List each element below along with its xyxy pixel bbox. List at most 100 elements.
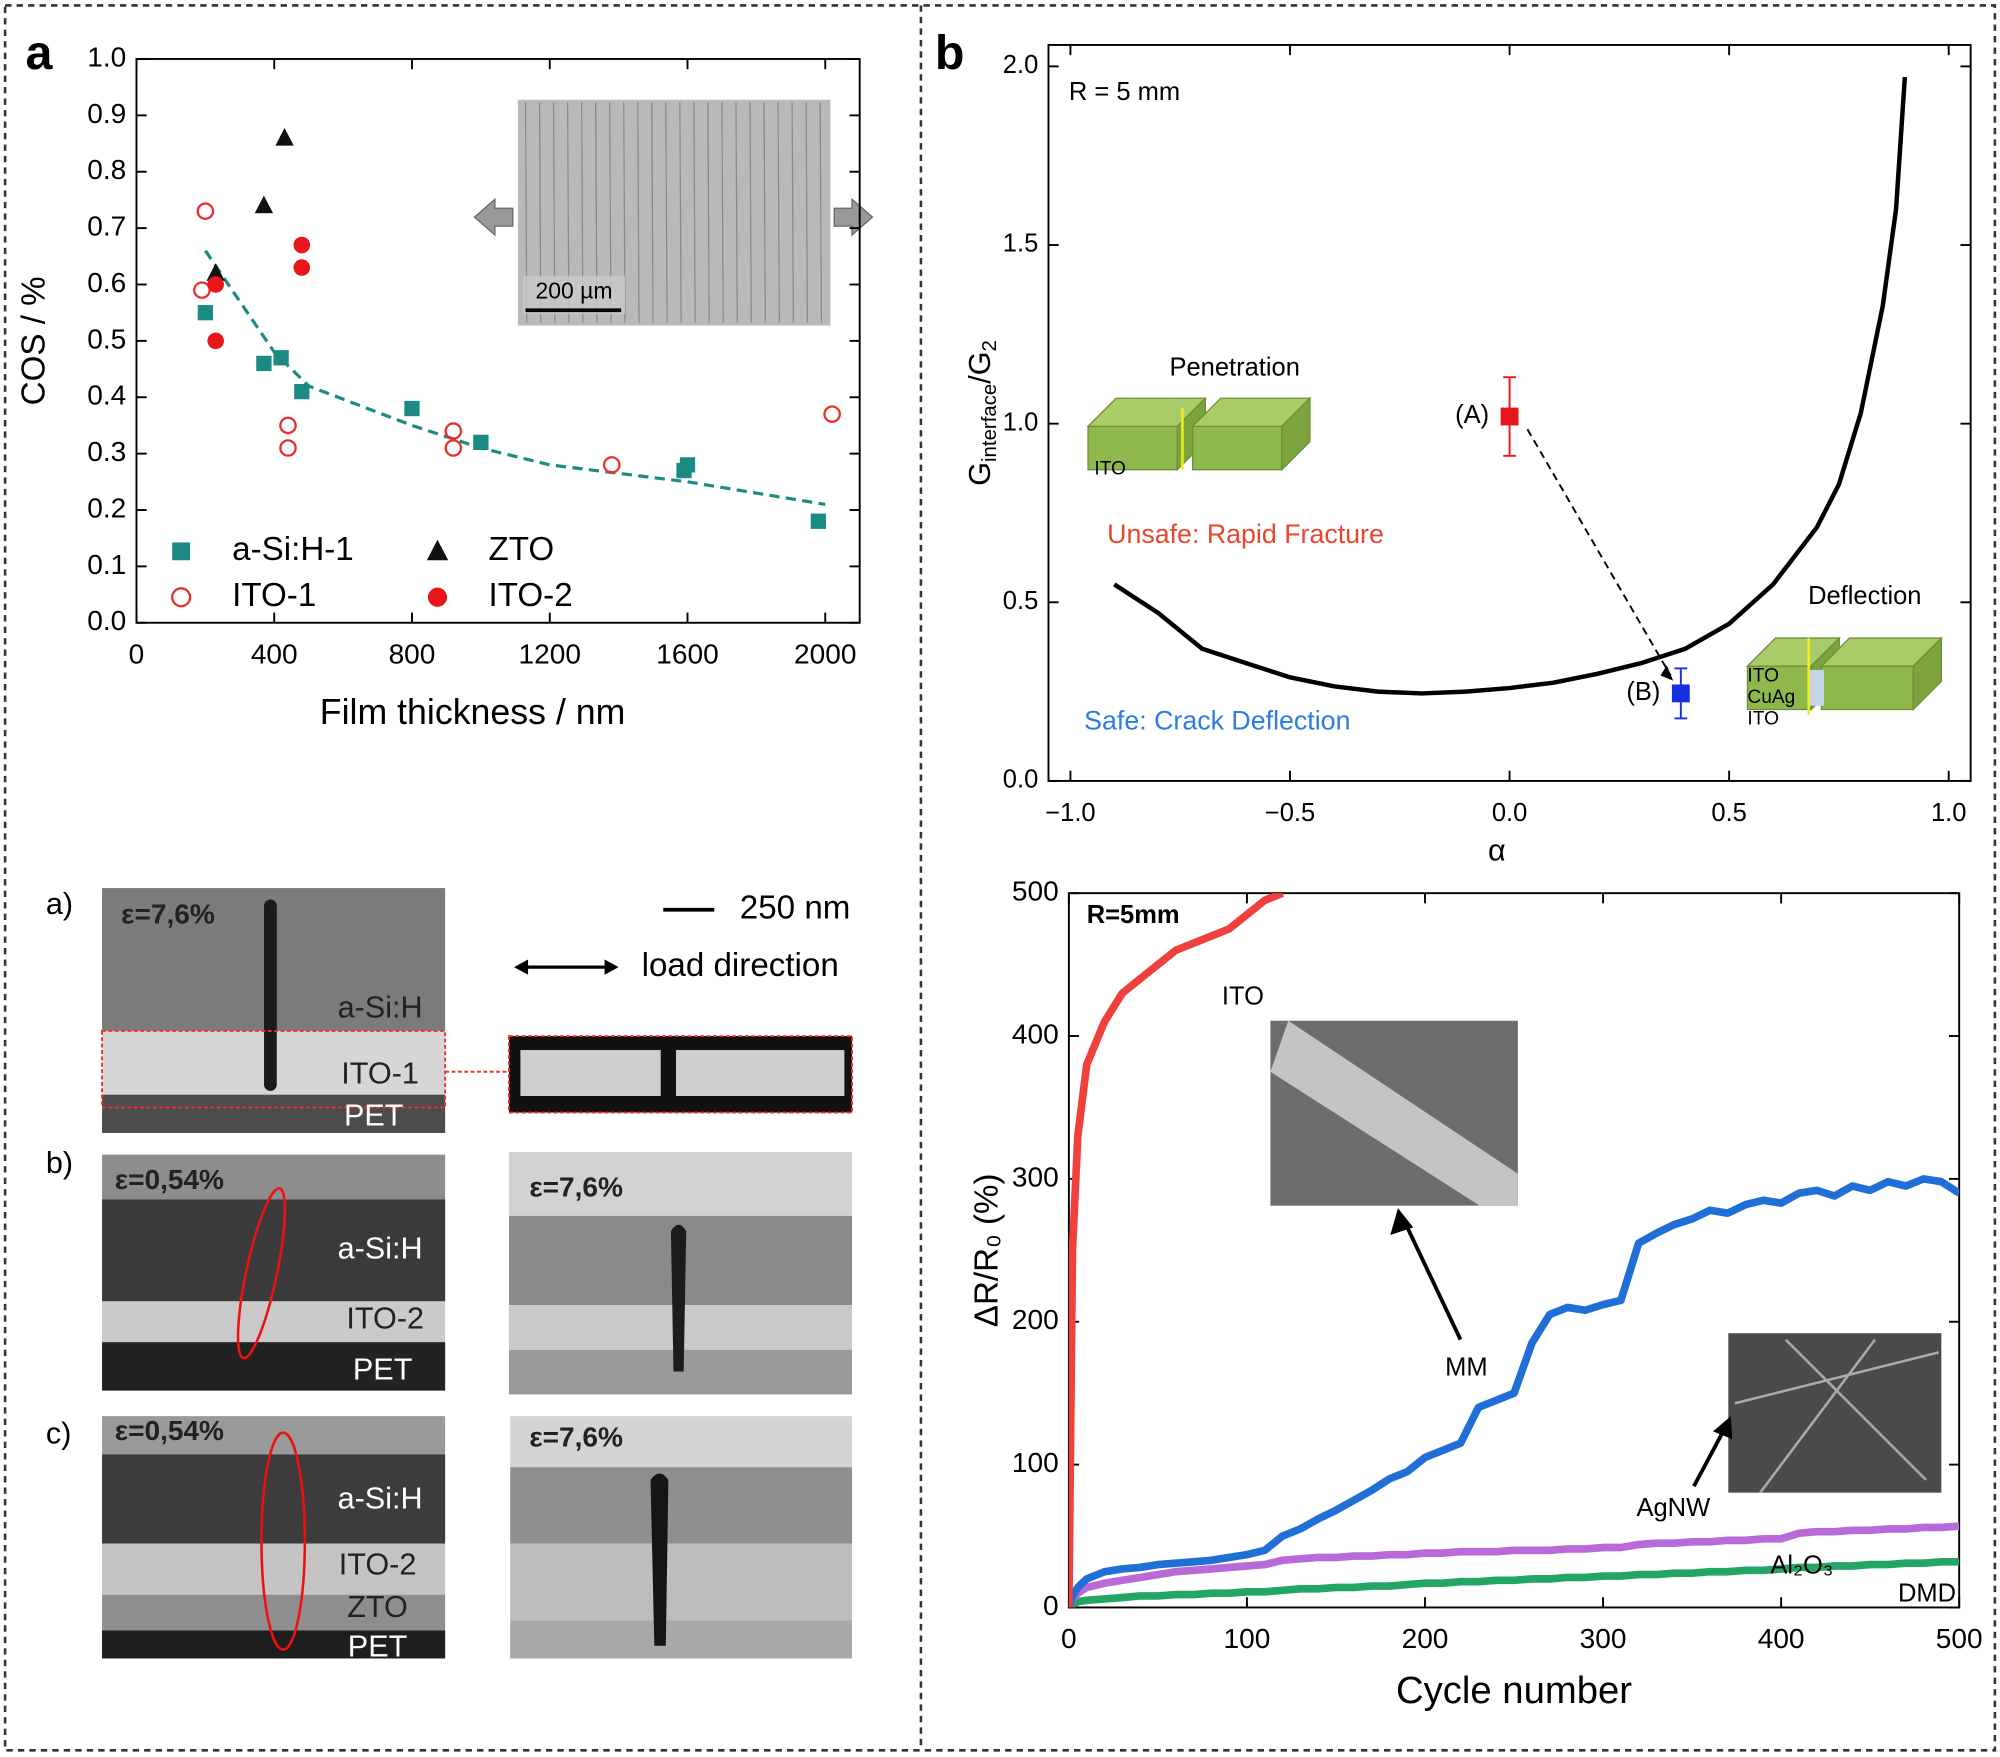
x-tick-label: 200 bbox=[1402, 1623, 1449, 1654]
row-label: c) bbox=[46, 1416, 72, 1450]
sem-layer bbox=[676, 1050, 845, 1096]
y-tick-label: 0.1 bbox=[87, 549, 126, 580]
marker bbox=[404, 400, 420, 417]
inset-stripe bbox=[693, 102, 696, 324]
y-tick-label: 0.7 bbox=[87, 211, 126, 242]
legend-marker bbox=[172, 542, 191, 561]
layer-label: a-Si:H bbox=[338, 1231, 423, 1265]
pointer bbox=[1401, 1217, 1463, 1341]
x-tick-label: 1200 bbox=[519, 638, 581, 669]
x-tick-label: −1.0 bbox=[1045, 799, 1095, 827]
sem-layer bbox=[510, 1620, 853, 1659]
y-tick-label: 0 bbox=[1043, 1590, 1059, 1621]
legend-label: ITO-2 bbox=[489, 577, 573, 614]
x-tick-label: 800 bbox=[389, 638, 436, 669]
arrow-head bbox=[1660, 665, 1674, 681]
y-tick-label: 0.8 bbox=[87, 154, 126, 185]
marker bbox=[275, 127, 294, 146]
sem-layer bbox=[102, 1594, 446, 1631]
layer-label: ZTO bbox=[347, 1590, 408, 1624]
marker bbox=[256, 355, 272, 372]
marker bbox=[196, 202, 215, 221]
y-tick-label: 2.0 bbox=[1003, 51, 1038, 79]
y-axis-title: Ginterface/G2 bbox=[963, 340, 1001, 486]
marker bbox=[444, 422, 463, 440]
x-tick-label: −0.5 bbox=[1265, 799, 1315, 827]
y-tick-label: 0.2 bbox=[87, 492, 126, 523]
y-tick-label: 1.0 bbox=[87, 41, 126, 72]
region-label: Safe: Crack Deflection bbox=[1084, 705, 1350, 735]
x-tick-label: 0.0 bbox=[1492, 799, 1527, 827]
sem-layer bbox=[102, 1543, 446, 1595]
inset-stripe bbox=[721, 102, 724, 324]
panel-label: a bbox=[26, 26, 54, 80]
y-axis-title: ΔR/R₀ (%) bbox=[968, 1173, 1005, 1327]
sem-layer bbox=[510, 1467, 853, 1544]
marker bbox=[293, 236, 311, 254]
y-axis-title-part: 2 bbox=[979, 340, 1001, 351]
sem-layer bbox=[102, 1454, 446, 1544]
highlight bbox=[236, 1187, 287, 1360]
layer-label: PET bbox=[348, 1629, 408, 1663]
inset-feature bbox=[1734, 1338, 1940, 1494]
inset-box bbox=[522, 275, 625, 315]
series-line bbox=[1068, 893, 1284, 1608]
legend-marker bbox=[171, 587, 192, 608]
interlayer bbox=[1808, 669, 1824, 706]
marker bbox=[602, 456, 621, 474]
legend-label: ZTO bbox=[489, 531, 555, 568]
marker bbox=[279, 439, 297, 457]
region-label: Unsafe: Rapid Fracture bbox=[1107, 519, 1384, 549]
x-tick-label: 0.5 bbox=[1711, 799, 1746, 827]
x-axis-title: Cycle number bbox=[1396, 1669, 1632, 1712]
schematic-block bbox=[1820, 665, 1914, 711]
sem-layer bbox=[508, 1152, 853, 1216]
sem-layer bbox=[510, 1416, 853, 1468]
crack bbox=[670, 1224, 687, 1372]
y-tick-label: 0.9 bbox=[87, 98, 126, 129]
y-tick-label: 1.5 bbox=[1003, 230, 1038, 258]
marker bbox=[207, 332, 224, 350]
inset-stripe bbox=[749, 102, 752, 324]
series-label: ITO bbox=[1222, 982, 1264, 1010]
x-tick-label: 0 bbox=[129, 638, 145, 669]
marker bbox=[273, 350, 289, 366]
layer-label: PET bbox=[344, 1099, 404, 1133]
marker bbox=[207, 276, 224, 293]
schematic-title: Deflection bbox=[1808, 582, 1921, 610]
strain-label: ε=7,6% bbox=[529, 1171, 623, 1202]
x-tick-label: 1.0 bbox=[1931, 799, 1966, 827]
y-axis-title-part: interface bbox=[979, 384, 1001, 462]
fit-line bbox=[204, 249, 826, 506]
strain-label: ε=7,6% bbox=[121, 899, 215, 930]
strain-label: ε=0,54% bbox=[115, 1415, 224, 1446]
inset-stripe bbox=[637, 102, 640, 324]
point bbox=[1500, 407, 1519, 426]
x-tick-label: 500 bbox=[1936, 1623, 1983, 1654]
x-tick-label: 1600 bbox=[656, 638, 718, 669]
curve bbox=[1113, 76, 1908, 696]
layer-label: a-Si:H bbox=[338, 1481, 423, 1515]
strain-arrow bbox=[473, 197, 514, 237]
frame bbox=[3, 4, 1997, 1752]
annotation: DMD bbox=[1898, 1579, 1956, 1607]
crack bbox=[264, 899, 277, 1091]
point-label: (B) bbox=[1626, 678, 1660, 706]
marker bbox=[473, 434, 489, 451]
strain-label: ε=7,6% bbox=[529, 1421, 623, 1452]
inset-stripe bbox=[665, 102, 668, 324]
strain-arrow bbox=[833, 197, 874, 237]
inset-stripe bbox=[679, 102, 682, 324]
schematic-layer: ITO bbox=[1094, 459, 1126, 480]
y-tick-label: 0.5 bbox=[87, 323, 126, 354]
x-tick-label: 400 bbox=[1758, 1623, 1805, 1654]
strain-label: ε=0,54% bbox=[115, 1164, 224, 1195]
y-tick-label: 0.4 bbox=[87, 380, 126, 411]
inset-stripe bbox=[819, 102, 823, 324]
layer-label: ITO-2 bbox=[339, 1548, 417, 1582]
x-tick-label: 0 bbox=[1061, 1623, 1077, 1654]
inset-stripe bbox=[791, 102, 795, 324]
row-label: b) bbox=[46, 1146, 73, 1180]
y-tick-label: 0.6 bbox=[87, 267, 126, 298]
